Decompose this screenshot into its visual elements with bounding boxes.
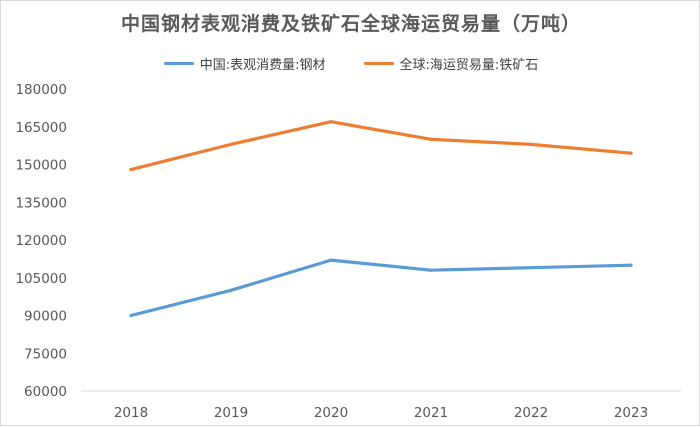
chart-title: 中国钢材表观消费及铁矿石全球海运贸易量（万吨） <box>120 13 581 35</box>
y-tick-label: 150000 <box>15 158 67 174</box>
legend-swatch-iron-ore <box>363 62 394 65</box>
y-tick-label: 105000 <box>15 271 67 287</box>
legend-item-iron-ore: 全球:海运贸易量:铁矿石 <box>363 54 539 73</box>
x-tick-label: 2021 <box>414 405 448 421</box>
series-line-iron-ore <box>129 120 633 172</box>
steel-point-2020 <box>329 258 333 262</box>
series-line-steel <box>129 258 633 318</box>
legend-label-iron-ore: 全球:海运贸易量:铁矿石 <box>399 58 539 73</box>
iron-ore-point-2018 <box>129 167 133 172</box>
y-tick-label: 90000 <box>24 309 67 325</box>
x-axis-labels: 2018 2019 2020 2021 2022 2023 <box>114 405 648 421</box>
legend: 中国:表观消费量:钢材 全球:海运贸易量:铁矿石 <box>1 54 700 73</box>
x-tick-label: 2019 <box>214 405 248 421</box>
legend-swatch-steel <box>163 62 194 65</box>
iron-ore-point-2022 <box>529 142 533 146</box>
x-tick-label: 2018 <box>114 405 148 421</box>
legend-label-steel: 中国:表观消费量:钢材 <box>199 58 326 73</box>
iron-ore-point-2020 <box>329 120 333 124</box>
series-lines <box>129 120 633 318</box>
iron-ore-point-2019 <box>229 142 233 146</box>
y-tick-label: 60000 <box>24 384 67 400</box>
y-tick-label: 120000 <box>15 233 67 249</box>
steel-point-2022 <box>529 266 533 270</box>
iron-ore-point-2021 <box>429 137 433 141</box>
steel-point-2023 <box>629 263 633 267</box>
y-tick-label: 75000 <box>24 346 67 362</box>
y-tick-label: 165000 <box>15 120 67 136</box>
legend-item-steel: 中国:表观消费量:钢材 <box>163 54 326 73</box>
x-tick-label: 2023 <box>614 405 648 421</box>
x-tick-label: 2022 <box>514 405 548 421</box>
y-tick-label: 135000 <box>15 195 67 211</box>
steel-point-2019 <box>229 288 233 292</box>
x-tick-label: 2020 <box>314 405 348 421</box>
iron-ore-point-2023 <box>629 151 633 155</box>
y-tick-label: 180000 <box>15 82 67 98</box>
y-axis-labels: 180000 165000 150000 135000 120000 105000 9000… <box>15 82 67 400</box>
steel-point-2018 <box>129 313 133 318</box>
steel-point-2021 <box>429 268 433 272</box>
